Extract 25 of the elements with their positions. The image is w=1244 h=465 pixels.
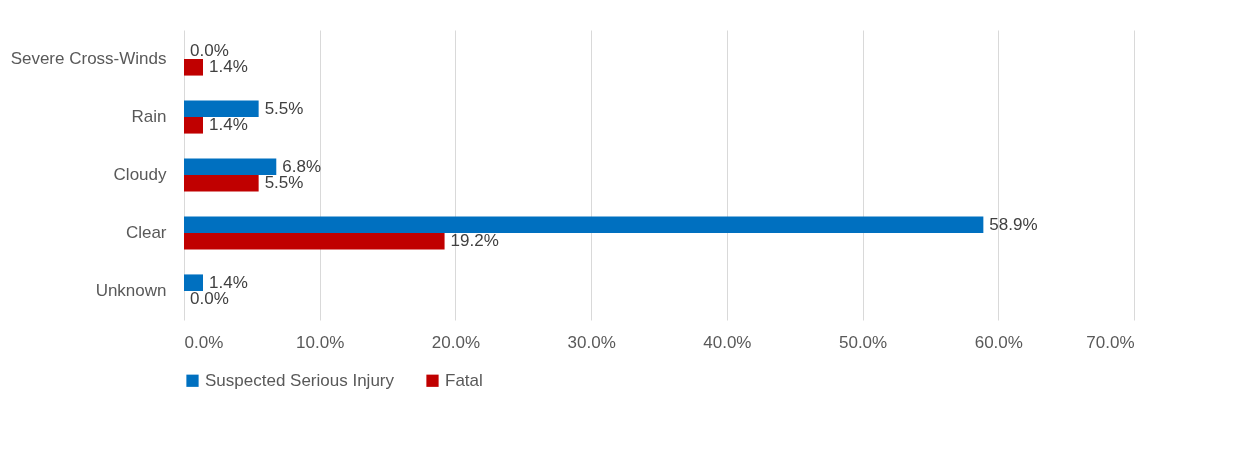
data-label: 0.0% bbox=[190, 40, 229, 60]
x-tick-label: 0.0% bbox=[184, 332, 224, 352]
data-label: 58.9% bbox=[989, 214, 1038, 234]
y-tick-label: Unknown bbox=[95, 281, 167, 300]
data-label: 1.4% bbox=[209, 115, 248, 135]
x-tick-label: 50.0% bbox=[838, 332, 888, 352]
y-tick-label: Severe Cross-Winds bbox=[10, 49, 167, 68]
data-label: 5.5% bbox=[264, 98, 304, 118]
x-tick-label: 10.0% bbox=[296, 332, 345, 352]
x-tick-label: 40.0% bbox=[703, 332, 752, 352]
data-label: 0.0% bbox=[190, 289, 229, 309]
data-label: 5.5% bbox=[264, 173, 304, 193]
data-label: 19.2% bbox=[450, 231, 499, 251]
y-tick-label: Rain bbox=[131, 107, 167, 126]
x-tick-label: 60.0% bbox=[974, 332, 1023, 352]
data-label: 1.4% bbox=[209, 272, 248, 292]
x-tick-label: 70.0% bbox=[1086, 332, 1135, 352]
y-tick-label: Clear bbox=[125, 223, 167, 242]
x-tick-label: 20.0% bbox=[431, 332, 481, 352]
data-label: 6.8% bbox=[282, 156, 322, 176]
legend-label: Suspected Serious Injury bbox=[205, 370, 395, 390]
x-tick-label: 30.0% bbox=[567, 332, 616, 352]
legend-label: Fatal bbox=[445, 370, 483, 390]
y-tick-label: Cloudy bbox=[113, 165, 167, 184]
data-label: 1.4% bbox=[209, 57, 248, 77]
